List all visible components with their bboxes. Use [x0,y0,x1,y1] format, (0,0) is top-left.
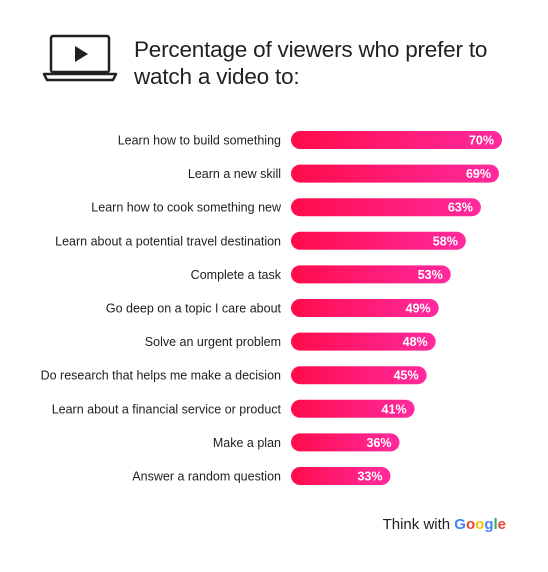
bar [291,265,451,284]
category-label: Complete a task [191,268,282,282]
category-label: Learn about a financial service or produ… [52,402,282,416]
value-label: 33% [357,470,382,484]
value-label: 41% [382,402,407,416]
bar [291,399,415,418]
footer-prefix: Think with [382,516,451,533]
bar [291,467,391,485]
value-label: 53% [418,268,443,282]
google-logo-text: Google [454,516,506,533]
category-label: Learn a new skill [188,167,281,181]
bar [291,231,466,250]
bar [291,433,400,452]
category-label: Make a plan [213,436,281,450]
bar [291,299,439,317]
category-label: Answer a random question [132,470,281,484]
value-label: 70% [469,134,494,148]
bar [291,131,502,149]
category-label: Learn about a potential travel destinati… [55,234,281,248]
bar [291,198,481,217]
category-label: Solve an urgent problem [145,335,281,349]
laptop-play-icon [42,34,118,82]
value-label: 69% [466,167,491,181]
category-label: Learn how to build something [118,134,281,148]
chart-title: Percentage of viewers who prefer to watc… [134,37,488,89]
bar [291,366,427,385]
value-label: 45% [394,369,419,383]
bar [291,164,499,183]
value-label: 58% [433,234,458,248]
value-label: 63% [448,201,473,215]
value-label: 48% [403,335,428,349]
category-label: Go deep on a topic I care about [106,302,282,316]
value-label: 36% [366,436,391,450]
category-label: Learn how to cook something new [91,201,282,215]
footer-brand: Think with Google [383,516,506,533]
category-label: Do research that helps me make a decisio… [41,369,281,383]
bar [291,332,436,351]
value-label: 49% [406,302,431,316]
